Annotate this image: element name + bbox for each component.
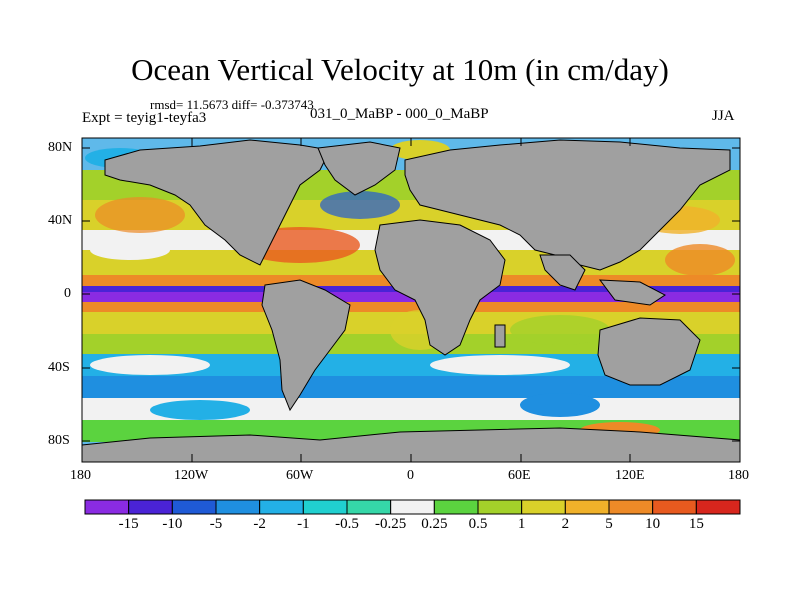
colorbar-label: 15 xyxy=(688,516,704,532)
colorbar-label: 2 xyxy=(561,516,570,532)
lon-label-120w: 120W xyxy=(174,468,209,483)
colorbar-swatch xyxy=(215,499,261,515)
colorbar-label: 1 xyxy=(517,516,526,532)
land-africa xyxy=(374,219,506,356)
colorbar-label: -0.5 xyxy=(335,516,359,532)
colorbar-swatch xyxy=(608,499,654,515)
axis-ticks xyxy=(81,138,741,462)
land-madagascar xyxy=(494,324,506,348)
colorbar-swatch xyxy=(652,499,697,515)
colorbar-swatch xyxy=(259,499,304,515)
colorbar-label: 0.25 xyxy=(421,516,448,532)
colorbar-swatch xyxy=(521,499,566,515)
land-indonesia xyxy=(598,279,666,306)
figure-title: Ocean Vertical Velocity at 10m (in cm/da… xyxy=(131,52,669,87)
lon-label-60e: 60E xyxy=(508,468,531,483)
lon-label-180w: 180 xyxy=(70,468,91,483)
land-india xyxy=(539,254,586,291)
lon-label-180e: 180 xyxy=(728,468,749,483)
season-label: JJA xyxy=(712,108,735,124)
lon-label-120e: 120E xyxy=(615,468,645,483)
lon-label-60w: 60W xyxy=(286,468,314,483)
colorbar-swatch xyxy=(695,499,741,515)
colorbar xyxy=(84,499,741,515)
colorbar-swatch xyxy=(128,499,173,515)
land-australia xyxy=(597,317,701,386)
lat-label-80s: 80S xyxy=(48,433,70,448)
colorbar-swatch xyxy=(84,499,130,515)
colorbar-label: -5 xyxy=(209,516,223,532)
land-masses xyxy=(81,139,741,463)
colorbar-label: -10 xyxy=(162,516,183,532)
lon-label-0: 0 xyxy=(407,468,414,483)
colorbar-swatch xyxy=(390,499,435,515)
colorbar-label: -2 xyxy=(253,516,266,532)
colorbar-swatch xyxy=(171,499,217,515)
lat-label-0: 0 xyxy=(64,286,71,301)
colorbar-label: 10 xyxy=(645,516,661,532)
lat-label-80n: 80N xyxy=(48,140,73,155)
lat-label-40s: 40S xyxy=(48,360,70,375)
colorbar-swatch xyxy=(477,499,523,515)
stats-text: rmsd= 11.5673 diff= -0.373743 xyxy=(150,97,314,112)
lat-label-40n: 40N xyxy=(48,213,73,228)
colorbar-label: 0.5 xyxy=(468,516,488,532)
land-north-america xyxy=(104,139,331,266)
colorbar-label: 5 xyxy=(605,516,613,532)
colorbar-swatch xyxy=(433,499,479,515)
land-south-america xyxy=(261,279,351,412)
land-greenland xyxy=(317,141,401,196)
colorbar-swatch xyxy=(302,499,348,515)
colorbar-label: -15 xyxy=(118,516,139,532)
colorbar-label: -0.25 xyxy=(375,516,407,532)
colorbar-swatch xyxy=(564,499,610,515)
colorbar-swatch xyxy=(346,499,392,515)
colorbar-label: -1 xyxy=(297,516,310,532)
experiment-label: Expt = teyig1-teyfa3 xyxy=(82,110,207,126)
subtitle: 031_0_MaBP - 000_0_MaBP xyxy=(310,106,489,122)
